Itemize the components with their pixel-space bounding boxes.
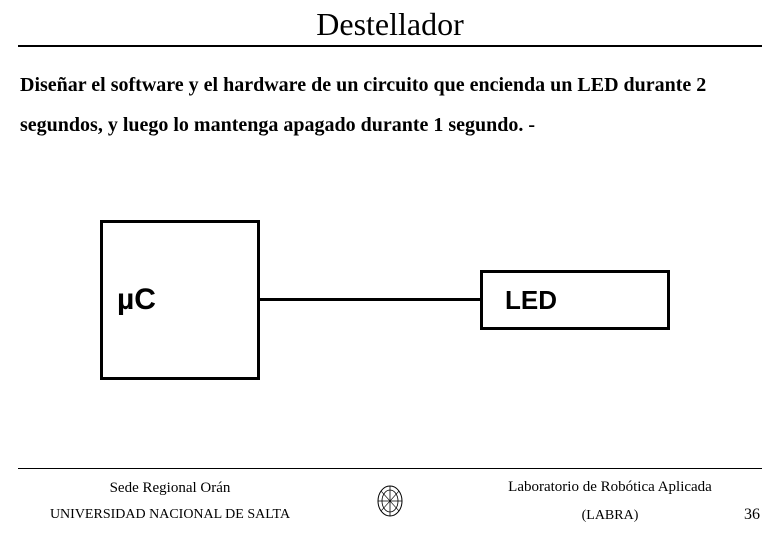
footer-university: UNIVERSIDAD NACIONAL DE SALTA <box>20 502 320 529</box>
page-number: 36 <box>744 500 760 530</box>
connector-line <box>260 298 482 301</box>
led-block: LED <box>480 270 670 330</box>
problem-statement: Diseñar el software y el hardware de un … <box>0 47 780 145</box>
footer-crest <box>370 484 410 518</box>
block-diagram: µC LED <box>0 200 780 420</box>
footer-right: Laboratorio de Robótica Aplicada (LABRA)… <box>460 473 760 530</box>
footer-lab-abbr: (LABRA) <box>582 503 639 530</box>
microcontroller-block: µC <box>100 220 260 380</box>
slide-footer: Sede Regional Orán UNIVERSIDAD NACIONAL … <box>0 468 780 540</box>
microcontroller-label: µC <box>117 283 156 317</box>
crest-icon <box>375 484 405 518</box>
footer-lab: Laboratorio de Robótica Aplicada <box>460 473 760 502</box>
led-label: LED <box>505 285 557 316</box>
page-title: Destellador <box>0 6 780 45</box>
footer-divider <box>18 468 762 469</box>
footer-left: Sede Regional Orán UNIVERSIDAD NACIONAL … <box>20 474 320 529</box>
footer-sede: Sede Regional Orán <box>20 474 320 503</box>
